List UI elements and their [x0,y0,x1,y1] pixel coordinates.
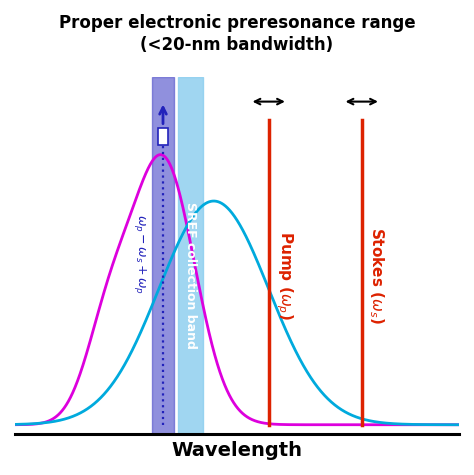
Text: (<20-nm bandwidth): (<20-nm bandwidth) [140,36,334,54]
X-axis label: Wavelength: Wavelength [172,441,302,460]
Text: SREF collection band: SREF collection band [184,202,197,349]
Text: Proper electronic preresonance range: Proper electronic preresonance range [59,14,415,32]
Text: Stokes ($\omega_s$): Stokes ($\omega_s$) [367,227,386,324]
Text: Pump ($\omega_p$): Pump ($\omega_p$) [274,231,295,320]
Bar [178,77,203,434]
Text: $\omega_p - \omega_s + \omega_p$: $\omega_p - \omega_s + \omega_p$ [132,214,148,294]
Bar [153,77,173,434]
Bar [158,128,168,145]
